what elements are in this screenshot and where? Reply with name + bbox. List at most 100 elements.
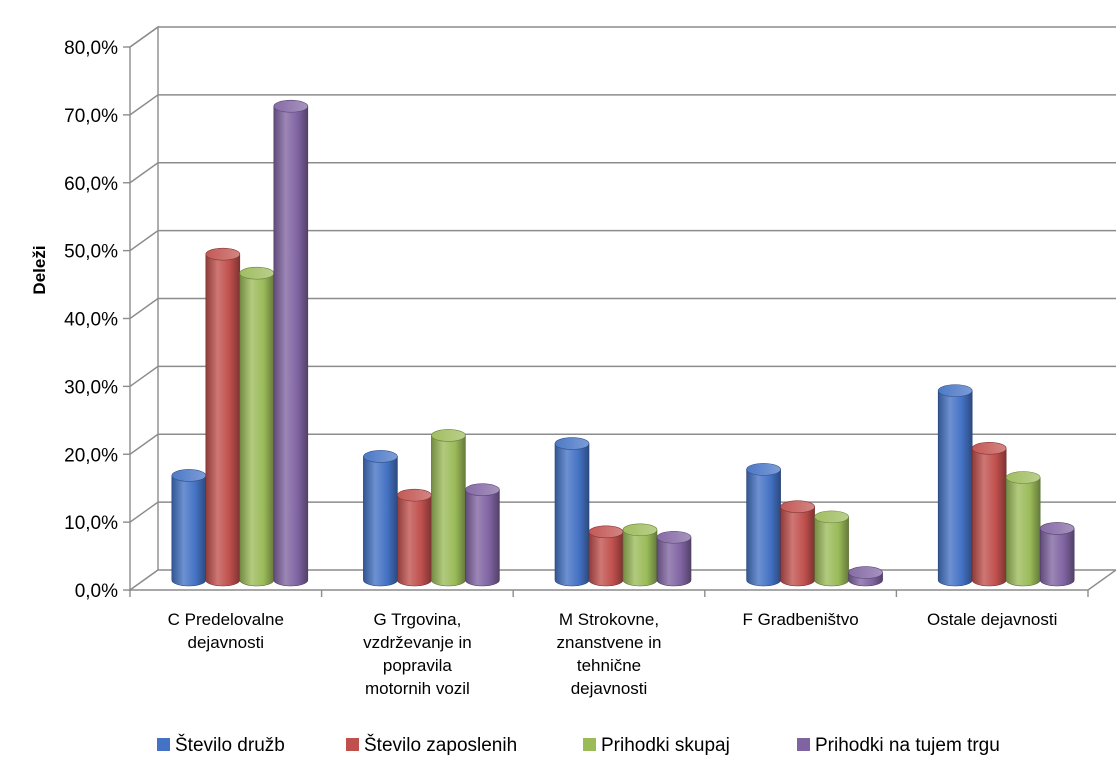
x-category-label: Ostale dejavnosti bbox=[927, 610, 1057, 629]
legend-label: Prihodki na tujem trgu bbox=[815, 735, 1000, 756]
bar bbox=[656, 530, 692, 587]
bar-top bbox=[1039, 522, 1075, 535]
legend-swatch bbox=[797, 738, 810, 751]
bar-top bbox=[937, 384, 973, 397]
y-tick-label: 50,0% bbox=[64, 242, 118, 263]
bar-body bbox=[205, 253, 241, 587]
bar-top bbox=[431, 429, 466, 442]
bar-body bbox=[397, 494, 432, 587]
legend-entry: Število zaposlenih bbox=[346, 734, 517, 756]
bar bbox=[273, 99, 309, 587]
y-tick-label: 60,0% bbox=[64, 174, 118, 195]
bar-top bbox=[848, 566, 883, 579]
legend-label: Prihodki skupaj bbox=[601, 735, 730, 756]
bar-top bbox=[588, 525, 624, 539]
legend-swatch bbox=[157, 738, 170, 751]
bar-body bbox=[971, 448, 1007, 587]
bar bbox=[780, 500, 815, 587]
bar-top bbox=[1005, 471, 1041, 484]
bar bbox=[431, 429, 466, 587]
x-category-label: C Predelovalne dejavnosti bbox=[168, 610, 284, 652]
y-axis-label: Deleži bbox=[30, 245, 49, 294]
bar-body bbox=[239, 272, 275, 587]
gridline-side bbox=[129, 297, 159, 320]
y-tick-label: 20,0% bbox=[64, 445, 118, 466]
x-category-label: F Gradbeništvo bbox=[742, 610, 858, 629]
bar bbox=[746, 463, 781, 587]
gridline-side bbox=[129, 365, 159, 387]
y-tick-label: 80,0% bbox=[64, 38, 118, 59]
gridline-side bbox=[129, 230, 159, 252]
bar bbox=[239, 266, 275, 587]
y-tick-label: 70,0% bbox=[64, 106, 118, 127]
bar-top bbox=[363, 450, 398, 463]
bar-body bbox=[588, 531, 624, 587]
gridline-side bbox=[129, 433, 159, 455]
legend-swatch bbox=[346, 738, 359, 751]
bar-top bbox=[814, 510, 849, 524]
bar-top bbox=[971, 442, 1007, 455]
bar-body bbox=[171, 475, 207, 587]
gridline-side bbox=[129, 94, 159, 116]
legend: Število družb Število zaposlenih Prihodki … bbox=[157, 734, 1000, 756]
gridline-side bbox=[129, 26, 159, 48]
bar-body bbox=[554, 443, 590, 587]
bar bbox=[971, 442, 1007, 587]
bar-body bbox=[1039, 528, 1075, 587]
bar-top bbox=[746, 463, 781, 476]
legend-entry: Prihodki skupaj bbox=[583, 735, 730, 756]
bar-body bbox=[431, 435, 466, 587]
bar bbox=[363, 450, 398, 587]
bar bbox=[397, 488, 432, 587]
bar-body bbox=[780, 506, 815, 587]
bar bbox=[588, 525, 624, 587]
bar bbox=[171, 469, 207, 587]
legend-entry: Število družb bbox=[157, 734, 285, 756]
bar-top bbox=[656, 530, 692, 544]
bar-top bbox=[622, 523, 658, 537]
bar-top bbox=[273, 99, 309, 113]
bar-top bbox=[171, 469, 207, 482]
bar-top bbox=[397, 488, 432, 502]
bar bbox=[205, 247, 241, 587]
bar-top bbox=[205, 247, 241, 261]
bar-body bbox=[1005, 477, 1041, 587]
bar bbox=[1005, 471, 1041, 587]
x-category-label: M Strokovne, znanstvene in tehnične dejavno… bbox=[557, 610, 662, 698]
bar bbox=[554, 437, 590, 587]
bar-body bbox=[814, 516, 849, 587]
gridlines bbox=[129, 26, 1116, 523]
bar-body bbox=[622, 529, 658, 587]
y-tick-label: 30,0% bbox=[64, 377, 118, 398]
gridline-side bbox=[129, 501, 159, 523]
bar-body bbox=[746, 469, 781, 587]
bar-top bbox=[465, 483, 500, 497]
legend-entry: Prihodki na tujem trgu bbox=[797, 735, 1000, 756]
y-tick-label: 40,0% bbox=[64, 310, 118, 331]
bar-top bbox=[554, 437, 590, 450]
bar-body bbox=[273, 105, 309, 587]
bar bbox=[814, 510, 849, 587]
bar-top bbox=[239, 266, 275, 280]
gridline-side bbox=[129, 162, 159, 184]
bar bbox=[465, 483, 500, 587]
legend-label: Število družb bbox=[175, 734, 285, 756]
bar-top bbox=[780, 500, 815, 513]
bar-body bbox=[937, 390, 973, 587]
bars bbox=[171, 99, 1075, 587]
bar bbox=[848, 566, 883, 587]
y-tick-label: 10,0% bbox=[64, 513, 118, 534]
y-axis-ticks: 0,0% 10,0% 20,0% 30,0% 40,0% 50,0% 60,0% 70,0% 8… bbox=[64, 38, 1089, 602]
x-category-label: G Trgovina, vzdrževanje in popravila motorn… bbox=[363, 610, 472, 698]
bar bbox=[1039, 522, 1075, 587]
bar bbox=[622, 523, 658, 587]
x-axis-categories: C Predelovalne dejavnosti G Trgovina, vzdrž… bbox=[168, 610, 1058, 698]
bar-body bbox=[465, 489, 500, 587]
bar bbox=[937, 384, 973, 587]
bar-body bbox=[656, 536, 692, 587]
legend-swatch bbox=[583, 738, 596, 751]
y-tick-label: 0,0% bbox=[75, 581, 118, 602]
bar-body bbox=[363, 456, 398, 587]
